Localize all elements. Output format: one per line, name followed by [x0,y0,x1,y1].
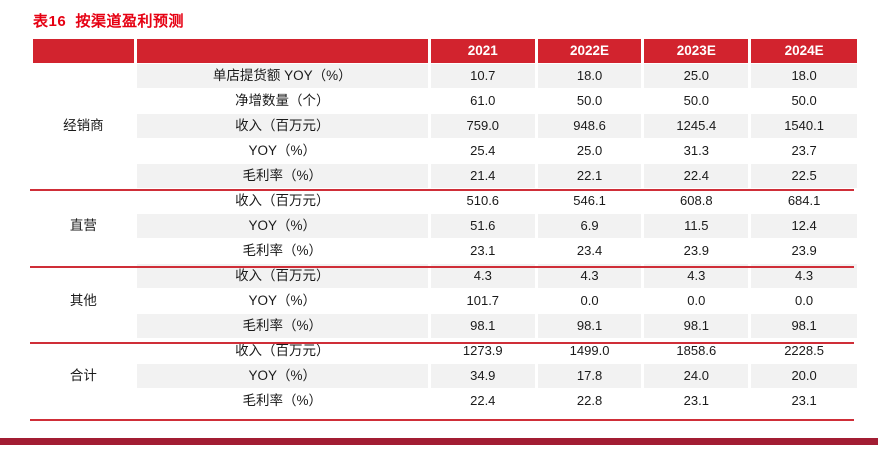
data-cell: 22.5 [751,164,857,188]
data-cell: 23.1 [430,239,535,263]
data-cell: 61.0 [430,89,535,113]
data-cell: 4.3 [751,264,857,288]
data-cell: 4.3 [644,264,749,288]
data-cell: 510.6 [430,189,535,213]
data-cell: 50.0 [644,89,749,113]
row-label: 毛利率（%） [136,314,428,338]
column-header-2021: 2021 [430,39,535,63]
row-label: 收入（百万元） [136,264,428,288]
data-cell: 12.4 [751,214,857,238]
group-label-distributor: 经销商 [33,64,134,188]
table-bottom-line [30,419,854,421]
data-cell: 18.0 [751,64,857,88]
data-cell: 23.7 [751,139,857,163]
header-spacer-group [33,39,134,63]
data-cell: 759.0 [430,114,535,138]
group-label-total: 合计 [33,339,134,413]
data-cell: 31.3 [644,139,749,163]
table-row: YOY（%） 34.9 17.8 24.0 20.0 [33,364,857,388]
data-cell: 0.0 [751,289,857,313]
data-cell: 22.1 [537,164,642,188]
row-label: YOY（%） [136,364,428,388]
group-separator-line [30,189,854,191]
table-row: 直营 收入（百万元） 510.6 546.1 608.8 684.1 [33,189,857,263]
data-cell: 948.6 [537,114,642,138]
forecast-table: 2021 2022E 2023E 2024E 经销商 单店提货额 YOY（%） … [30,38,860,421]
row-label: 毛利率（%） [136,389,428,413]
data-cell: 98.1 [751,314,857,338]
column-header-2023e: 2023E [644,39,749,63]
data-cell: 4.3 [430,264,535,288]
header-row: 2021 2022E 2023E 2024E [33,39,857,63]
data-cell: 25.0 [537,139,642,163]
data-cell: 17.8 [537,364,642,388]
page-footer-bar [0,438,878,445]
table-row: 经销商 单店提货额 YOY（%） 10.7 18.0 25.0 18.0 [33,64,857,188]
data-cell: 23.9 [751,239,857,263]
data-cell: 22.8 [537,389,642,413]
data-cell: 6.9 [537,214,642,238]
group-label-direct: 直营 [33,189,134,263]
row-label: 毛利率（%） [136,164,428,188]
row-label: 单店提货额 YOY（%） [136,64,428,88]
table-title: 表16 按渠道盈利预测 [33,13,185,30]
row-label: 净增数量（个） [136,89,428,113]
data-cell: 50.0 [751,89,857,113]
data-cell: 50.0 [537,89,642,113]
data-cell: 101.7 [430,289,535,313]
data-cell: 51.6 [430,214,535,238]
data-cell: 25.0 [644,64,749,88]
data-cell: 98.1 [537,314,642,338]
table-row: 其他 收入（百万元） 4.3 4.3 4.3 4.3 [33,264,857,338]
data-cell: 11.5 [644,214,749,238]
table-row: YOY（%） 51.6 6.9 11.5 12.4 [33,214,857,238]
group-label-other: 其他 [33,264,134,338]
group-separator-line [30,266,854,268]
table-row: 净增数量（个） 61.0 50.0 50.0 50.0 [33,89,857,113]
data-cell: 98.1 [430,314,535,338]
data-cell: 23.1 [751,389,857,413]
data-cell: 34.9 [430,364,535,388]
column-header-2024e: 2024E [751,39,857,63]
data-cell: 0.0 [537,289,642,313]
row-label: YOY（%） [136,214,428,238]
row-label: 收入（百万元） [136,114,428,138]
data-cell: 98.1 [644,314,749,338]
data-cell: 10.7 [430,64,535,88]
data-cell: 22.4 [644,164,749,188]
data-cell: 20.0 [751,364,857,388]
table-row: 收入（百万元） 759.0 948.6 1245.4 1540.1 [33,114,857,138]
data-cell: 608.8 [644,189,749,213]
data-cell: 1245.4 [644,114,749,138]
table-row: 毛利率（%） 23.1 23.4 23.9 23.9 [33,239,857,263]
row-label: YOY（%） [136,139,428,163]
table-row: 毛利率（%） 21.4 22.1 22.4 22.5 [33,164,857,188]
data-cell: 21.4 [430,164,535,188]
row-label: 收入（百万元） [136,189,428,213]
data-cell: 24.0 [644,364,749,388]
column-header-2022e: 2022E [537,39,642,63]
data-cell: 23.9 [644,239,749,263]
data-cell: 23.4 [537,239,642,263]
data-cell: 4.3 [537,264,642,288]
data-cell: 23.1 [644,389,749,413]
data-cell: 22.4 [430,389,535,413]
data-cell: 684.1 [751,189,857,213]
table-row: YOY（%） 101.7 0.0 0.0 0.0 [33,289,857,313]
header-spacer-metric [136,39,428,63]
row-label: YOY（%） [136,289,428,313]
row-label: 毛利率（%） [136,239,428,263]
table-row: 毛利率（%） 22.4 22.8 23.1 23.1 [33,389,857,413]
data-cell: 18.0 [537,64,642,88]
table-row: YOY（%） 25.4 25.0 31.3 23.7 [33,139,857,163]
data-cell: 25.4 [430,139,535,163]
data-cell: 0.0 [644,289,749,313]
data-cell: 546.1 [537,189,642,213]
data-cell: 1540.1 [751,114,857,138]
table-row: 毛利率（%） 98.1 98.1 98.1 98.1 [33,314,857,338]
group-separator-line [30,342,854,344]
